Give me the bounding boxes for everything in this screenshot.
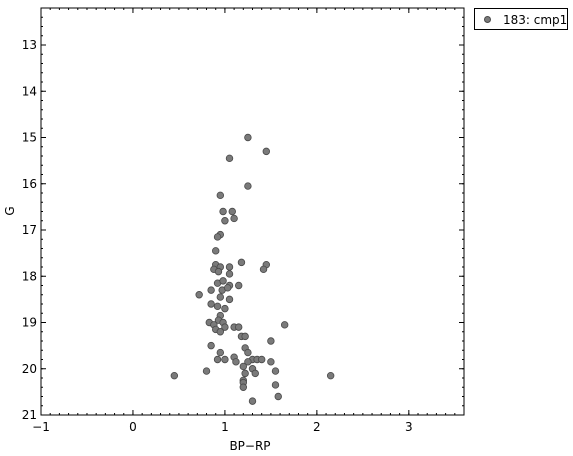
data-point: [212, 247, 220, 255]
data-point: [214, 267, 223, 276]
data-point: [213, 355, 222, 364]
data-point: [244, 182, 252, 190]
data-point: [219, 207, 227, 216]
y-tick-label: 15: [22, 131, 37, 145]
data-point: [195, 291, 203, 299]
data-point: [271, 367, 280, 375]
data-points: [170, 133, 335, 405]
data-point: [267, 358, 275, 366]
data-point: [232, 358, 240, 366]
data-point: [225, 295, 234, 304]
data-point: [225, 263, 234, 271]
x-tick-label: −1: [32, 420, 50, 434]
data-point: [259, 265, 268, 274]
plot-frame: [40, 7, 465, 416]
data-point: [213, 233, 222, 241]
data-point: [239, 362, 248, 371]
data-point: [326, 371, 335, 380]
data-point: [251, 369, 259, 378]
data-point: [241, 369, 249, 378]
data-point: [216, 328, 225, 336]
x-tick-label: 0: [129, 420, 137, 434]
y-tick-label: 16: [22, 177, 37, 191]
data-point: [207, 286, 215, 294]
y-axis: 13 14 15 16 17 18 19 20 21: [22, 38, 464, 422]
y-tick-label: 21: [22, 408, 37, 422]
data-point: [267, 337, 275, 345]
data-point: [228, 207, 236, 216]
data-point: [170, 371, 179, 380]
x-tick-label: 3: [405, 420, 413, 434]
data-point: [280, 321, 289, 329]
y-tick-label: 20: [22, 362, 37, 376]
data-point: [241, 332, 249, 341]
x-tick-label: 1: [221, 420, 229, 434]
data-point: [221, 304, 229, 313]
data-point: [244, 348, 252, 357]
data-point: [216, 293, 225, 301]
x-axis: −1 0 1 2 3: [32, 8, 413, 434]
data-point: [213, 302, 222, 311]
data-point: [237, 258, 246, 267]
data-point: [221, 217, 229, 225]
data-point: [257, 355, 266, 364]
y-tick-label: 19: [22, 316, 37, 330]
data-point: [207, 341, 215, 350]
y-tick-label: 14: [22, 84, 37, 98]
data-point: [207, 300, 215, 308]
x-tick-label: 2: [313, 420, 321, 434]
data-point: [216, 348, 225, 357]
data-point: [235, 281, 243, 290]
data-point: [235, 323, 243, 331]
data-point: [225, 154, 234, 163]
data-point: [221, 323, 229, 331]
data-point: [248, 397, 257, 405]
data-point: [216, 191, 225, 200]
legend: 183: cmp1: [474, 8, 568, 30]
data-point: [244, 358, 252, 366]
y-tick-label: 18: [22, 269, 37, 283]
y-axis-label: G: [3, 206, 17, 215]
legend-marker: [484, 16, 491, 23]
data-point: [262, 147, 270, 156]
x-axis-label: BP−RP: [229, 439, 270, 453]
y-tick-label: 13: [22, 38, 37, 52]
data-point: [221, 355, 229, 364]
data-point: [219, 277, 227, 285]
data-point: [239, 383, 248, 391]
legend-label: 183: cmp1: [503, 13, 568, 27]
data-point: [274, 392, 282, 401]
data-point: [271, 381, 280, 389]
data-point: [202, 367, 211, 375]
data-point: [230, 214, 238, 223]
data-point: [225, 270, 234, 278]
data-point: [223, 284, 232, 292]
y-tick-label: 17: [22, 223, 37, 237]
data-point: [244, 133, 252, 142]
